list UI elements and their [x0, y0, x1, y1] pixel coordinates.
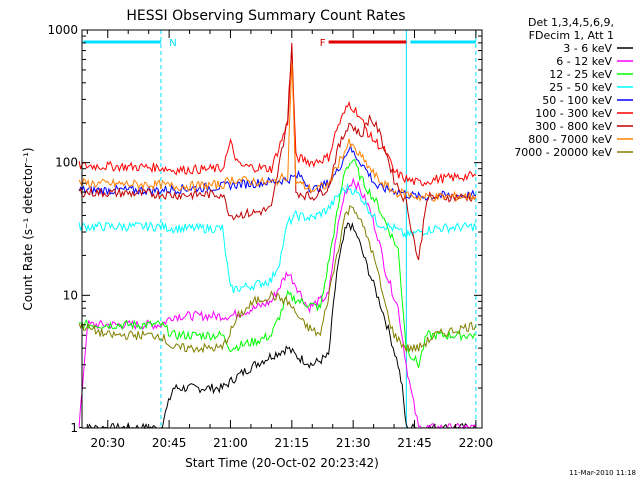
- chart-title: HESSI Observing Summary Count Rates: [126, 8, 405, 24]
- x-tick-label: 20:30: [90, 436, 125, 450]
- x-tick-label: 21:30: [336, 436, 371, 450]
- x-tick-label: 21:45: [397, 436, 432, 450]
- legend-entry-label: 3 - 6 keV: [563, 42, 612, 55]
- series-lines: [78, 42, 477, 430]
- y-tick-label: 1000: [47, 23, 78, 37]
- x-axis-label: Start Time (20-Oct-02 20:23:42): [185, 456, 379, 470]
- footer-timestamp: 11-Mar-2010 11:18: [569, 469, 636, 477]
- legend-header: Det 1,3,4,5,6,9,: [528, 16, 614, 29]
- series-line-12-25-keV: [78, 158, 477, 368]
- y-tick-label: 10: [63, 288, 78, 302]
- series-line-7000-20000-keV: [78, 204, 477, 354]
- x-axis-ticks: 20:30 20:45 21:00 21:15 21:30 21:45 22:00: [86, 30, 494, 450]
- y-axis-label: Count Rate (s⁻¹ detector⁻¹): [21, 147, 35, 310]
- y-tick-label: 100: [55, 156, 78, 170]
- series-line-25-50-keV: [78, 182, 477, 294]
- x-tick-label: 20:45: [152, 436, 187, 450]
- annotation-label: F: [320, 38, 326, 49]
- legend-header: FDecim 1, Att 1: [529, 29, 614, 42]
- legend: Det 1,3,4,5,6,9,FDecim 1, Att 13 - 6 keV…: [514, 16, 633, 159]
- y-tick-label: 1: [70, 421, 78, 435]
- legend-entry-label: 100 - 300 keV: [535, 107, 612, 120]
- series-line-800-7000-keV: [78, 63, 477, 202]
- y-axis-ticks: 1 10 100 1000: [47, 23, 482, 435]
- legend-entry-label: 12 - 25 keV: [549, 68, 612, 81]
- x-tick-label: 21:15: [275, 436, 310, 450]
- series-line-6-12-keV: [78, 177, 477, 429]
- legend-entry-label: 800 - 7000 keV: [528, 133, 612, 146]
- legend-entry-label: 300 - 800 keV: [535, 120, 612, 133]
- legend-entry-label: 50 - 100 keV: [542, 94, 612, 107]
- annotation-label: N: [169, 38, 176, 49]
- legend-entry-label: 25 - 50 keV: [549, 81, 612, 94]
- legend-entry-label: 6 - 12 keV: [556, 55, 612, 68]
- series-line-300-800-keV: [78, 42, 477, 261]
- x-tick-label: 21:00: [213, 436, 248, 450]
- plot-frame: [81, 29, 483, 429]
- series-line-100-300-keV: [78, 45, 477, 187]
- legend-entry-label: 7000 - 20000 keV: [514, 146, 612, 159]
- x-tick-label: 22:00: [459, 436, 494, 450]
